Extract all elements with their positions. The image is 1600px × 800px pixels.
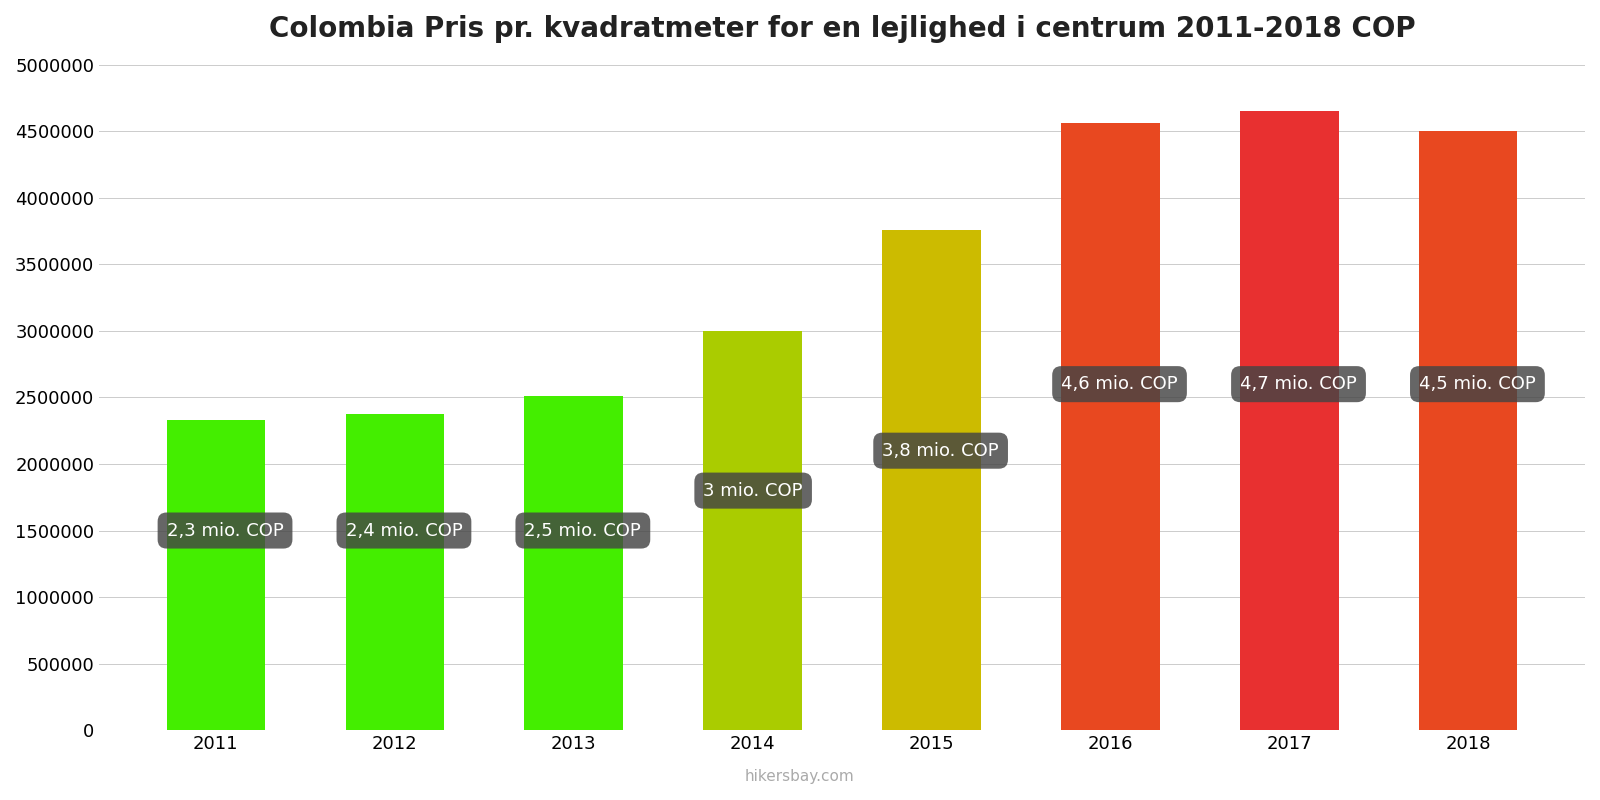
Bar	[525, 396, 622, 730]
Text: 4,6 mio. COP: 4,6 mio. COP	[1061, 375, 1178, 393]
Text: 4,5 mio. COP: 4,5 mio. COP	[1419, 375, 1536, 393]
Text: hikersbay.com: hikersbay.com	[746, 769, 854, 784]
Bar	[882, 230, 981, 730]
Text: 3,8 mio. COP: 3,8 mio. COP	[882, 442, 998, 460]
Bar	[1419, 131, 1517, 730]
Text: 2,5 mio. COP: 2,5 mio. COP	[525, 522, 642, 539]
Text: 4,7 mio. COP: 4,7 mio. COP	[1240, 375, 1357, 393]
Bar	[346, 414, 443, 730]
Bar	[166, 420, 266, 730]
Bar	[1240, 111, 1339, 730]
Text: 2,3 mio. COP: 2,3 mio. COP	[166, 522, 283, 539]
Text: 2,4 mio. COP: 2,4 mio. COP	[346, 522, 462, 539]
Bar	[704, 331, 802, 730]
Bar	[1061, 123, 1160, 730]
Title: Colombia Pris pr. kvadratmeter for en lejlighed i centrum 2011-2018 COP: Colombia Pris pr. kvadratmeter for en le…	[269, 15, 1416, 43]
Text: 3 mio. COP: 3 mio. COP	[704, 482, 803, 500]
